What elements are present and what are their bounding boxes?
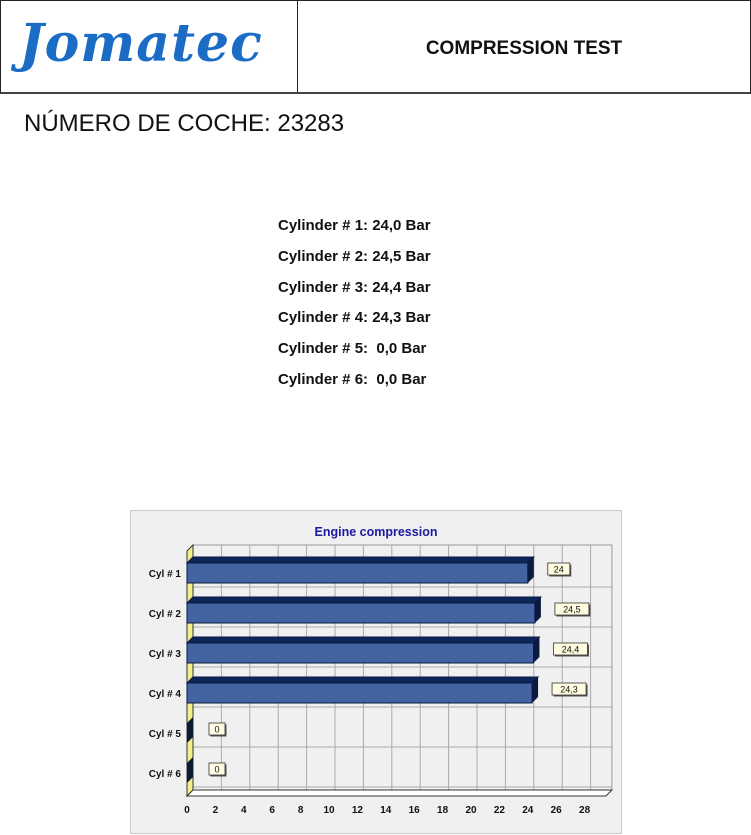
data-label: 24,3: [560, 685, 578, 695]
data-label-box: [208, 762, 226, 776]
data-label: 0: [214, 725, 219, 735]
y-tick-label: Cyl # 5: [149, 729, 182, 740]
bar-side: [533, 637, 540, 663]
y-tick-label: Cyl # 2: [149, 609, 182, 620]
data-label-box: [547, 562, 571, 576]
y-tick-label: Cyl # 1: [149, 569, 182, 580]
cylinder-reading: Cylinder # 4: 24,3 Bar: [278, 309, 431, 327]
bar-side: [534, 597, 541, 623]
chart-title: Engine compression: [314, 525, 438, 539]
cylinder-reading: Cylinder # 2: 24,5 Bar: [278, 247, 431, 265]
bar-top: [185, 636, 541, 644]
cylinder-reading: Cylinder # 6: 0,0 Bar: [278, 370, 427, 388]
x-tick-label: 26: [551, 805, 563, 816]
x-tick-label: 22: [494, 805, 506, 816]
report-header: Jomatec COMPRESSION TEST: [0, 0, 751, 94]
x-tick-label: 24: [522, 805, 534, 816]
x-tick-label: 14: [380, 805, 392, 816]
floor: [185, 789, 614, 797]
bar-top: [185, 556, 536, 564]
y-tick-label: Cyl # 6: [149, 769, 182, 780]
x-tick-label: 2: [213, 805, 219, 816]
bar-side: [532, 677, 539, 703]
bar: [186, 642, 534, 664]
data-label: 0: [214, 765, 219, 775]
data-label-box: [553, 642, 588, 656]
y-tick-label: Cyl # 4: [149, 689, 182, 700]
data-label-box: [208, 722, 226, 736]
x-tick-label: 20: [465, 805, 477, 816]
bar: [186, 682, 533, 704]
bar-side: [527, 557, 534, 583]
data-label: 24,5: [563, 605, 581, 615]
data-label: 24: [554, 565, 564, 575]
data-label-box: [551, 682, 587, 696]
bar: [186, 562, 529, 584]
cylinder-reading: Cylinder # 1: 24,0 Bar: [278, 217, 431, 234]
y-tick-label: Cyl # 3: [149, 649, 182, 660]
bar-top: [185, 596, 543, 604]
cylinder-reading: Cylinder # 5: 0,0 Bar: [278, 340, 427, 358]
x-tick-label: 0: [184, 805, 190, 816]
x-tick-label: 28: [579, 805, 591, 816]
x-tick-label: 10: [323, 805, 335, 816]
car-number: NÚMERO DE COCHE: 23283: [24, 110, 345, 137]
x-tick-label: 6: [269, 805, 275, 816]
engine-compression-chart: Engine compression 0 2 4 6 8 10 12 14 16 18 20 22 24…: [130, 510, 622, 834]
bar: [186, 602, 536, 624]
header-divider: [297, 1, 298, 92]
bar: [187, 757, 193, 783]
jomatec-logo: Jomatec: [19, 13, 263, 74]
cylinder-readings: Cylinder # 1: 24,0 Bar Cylinder # 2: 24,…: [278, 217, 431, 402]
x-tick-label: 18: [437, 805, 449, 816]
bar-top: [185, 676, 540, 684]
x-tick-label: 16: [409, 805, 421, 816]
data-label-box: [554, 602, 590, 616]
x-tick-label: 8: [298, 805, 304, 816]
x-tick-label: 12: [352, 805, 364, 816]
bar: [187, 717, 193, 743]
data-label: 24,4: [562, 645, 580, 655]
cylinder-reading: Cylinder # 3: 24,4 Bar: [278, 278, 431, 296]
x-tick-label: 4: [241, 805, 247, 816]
report-title: COMPRESSION TEST: [425, 38, 623, 59]
